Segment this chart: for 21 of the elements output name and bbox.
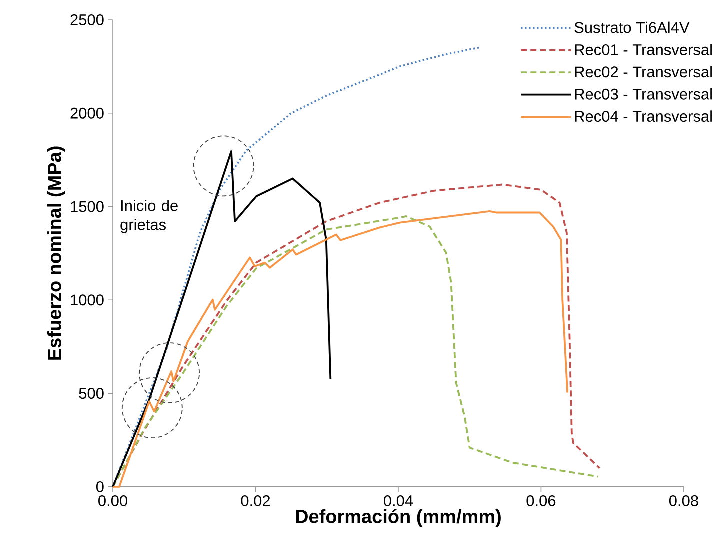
x-tick-label: 0.06 — [526, 495, 556, 506]
x-tick-label: 0.02 — [241, 495, 270, 506]
y-tick-label: 0 — [96, 481, 104, 492]
x-tick-label: 0.00 — [98, 495, 128, 506]
y-tick-label: 1000 — [71, 294, 104, 306]
legend-label: Sustrato Ti6Al4V — [574, 22, 690, 34]
y-axis-title: Esfuerzo nominal (MPa) — [47, 146, 66, 360]
x-tick-label: 0.08 — [669, 495, 698, 506]
annotation: Inicio de grietas — [120, 200, 178, 234]
line-series — [112, 150, 332, 488]
line-series — [112, 46, 481, 488]
y-tick-label: 500 — [79, 388, 104, 400]
x-tick-label: 0.04 — [384, 495, 414, 506]
legend-label: Rec04 - Transversal — [575, 110, 712, 122]
legend-label: Rec02 - Transversal — [575, 66, 712, 78]
y-tick-label: 2500 — [70, 14, 104, 26]
y-tick-label: 1500 — [71, 201, 104, 212]
legend-label: Rec01 - Transversal — [575, 44, 712, 56]
x-axis-title: Deformación (mm/mm) — [296, 509, 501, 528]
y-tick-label: 2000 — [70, 108, 104, 119]
legend-label: Rec03 - Transversal — [575, 88, 712, 100]
